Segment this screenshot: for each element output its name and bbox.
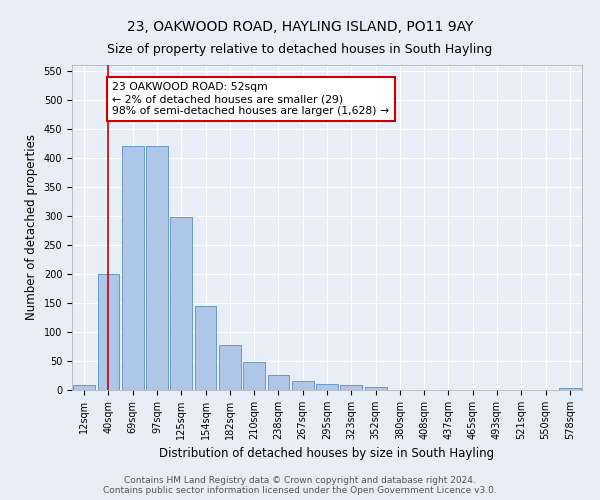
Bar [146, 146, 168, 390]
Bar [559, 388, 581, 390]
Bar [170, 217, 192, 390]
Bar [219, 344, 241, 390]
Bar [316, 384, 338, 390]
Bar [268, 376, 289, 390]
Bar [73, 386, 95, 390]
Text: Contains HM Land Registry data © Crown copyright and database right 2024.
Contai: Contains HM Land Registry data © Crown c… [103, 476, 497, 495]
Text: Size of property relative to detached houses in South Hayling: Size of property relative to detached ho… [107, 42, 493, 56]
X-axis label: Distribution of detached houses by size in South Hayling: Distribution of detached houses by size … [160, 448, 494, 460]
Bar [122, 146, 143, 390]
Text: 23, OAKWOOD ROAD, HAYLING ISLAND, PO11 9AY: 23, OAKWOOD ROAD, HAYLING ISLAND, PO11 9… [127, 20, 473, 34]
Bar [194, 306, 217, 390]
Bar [292, 382, 314, 390]
Y-axis label: Number of detached properties: Number of detached properties [25, 134, 38, 320]
Bar [365, 386, 386, 390]
Bar [97, 274, 119, 390]
Bar [340, 385, 362, 390]
Text: 23 OAKWOOD ROAD: 52sqm
← 2% of detached houses are smaller (29)
98% of semi-deta: 23 OAKWOOD ROAD: 52sqm ← 2% of detached … [112, 82, 389, 116]
Bar [243, 362, 265, 390]
